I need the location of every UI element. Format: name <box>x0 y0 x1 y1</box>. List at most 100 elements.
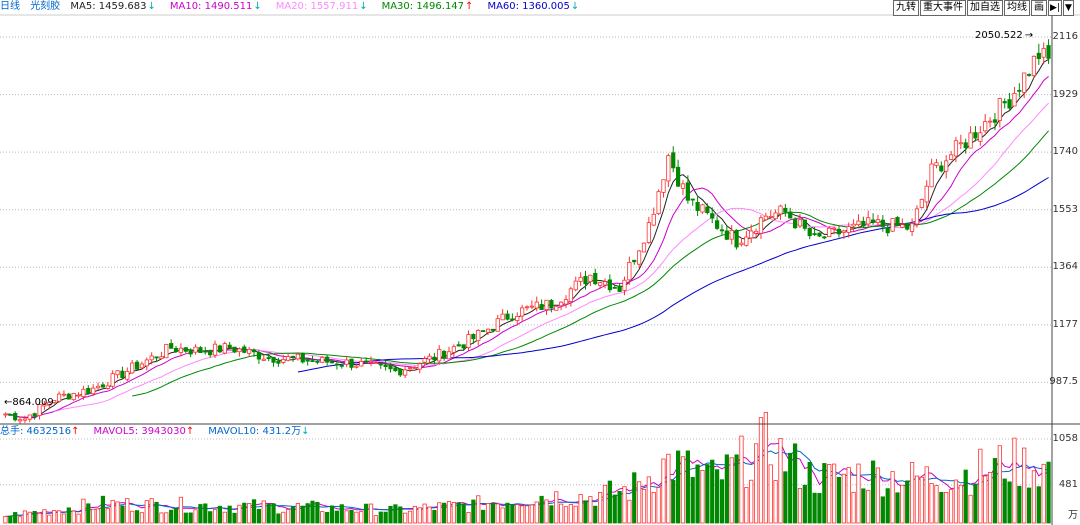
candle-body <box>325 356 330 363</box>
candle-body <box>573 280 578 291</box>
candle-body <box>310 360 315 363</box>
candle-body <box>329 361 335 364</box>
volume-bar <box>690 477 695 524</box>
candle-body <box>505 313 510 320</box>
volume-bar <box>485 503 491 524</box>
candle-body <box>105 385 110 389</box>
candle-body <box>495 318 500 332</box>
volume-bar <box>432 509 437 524</box>
candle-body <box>334 363 340 366</box>
volume-bar <box>1026 487 1032 524</box>
volume-bar <box>905 480 910 524</box>
toolbar-button-1[interactable]: 重大事件 <box>920 0 966 16</box>
volume-bar <box>856 463 861 524</box>
volume-bar <box>520 505 525 524</box>
volume-bar <box>325 512 330 524</box>
volume-bar <box>973 483 978 524</box>
volume-bar <box>403 512 408 524</box>
toolbar-button-0[interactable]: 九转 <box>893 0 919 16</box>
candle-body <box>637 250 642 265</box>
volume-bar <box>1002 478 1007 524</box>
volume-bar <box>792 443 798 524</box>
candle-body <box>627 262 632 281</box>
volume-bar <box>393 504 398 524</box>
volume-bar <box>758 417 764 524</box>
candle-body <box>719 229 725 232</box>
toolbar-button-4[interactable]: 画 <box>1031 0 1047 16</box>
volume-bar <box>208 511 213 524</box>
candle-body <box>617 285 622 292</box>
volume-bar <box>617 491 622 524</box>
candle-body <box>432 356 437 361</box>
candle-body <box>281 358 286 363</box>
candle-body <box>490 328 495 331</box>
volume-bar <box>944 491 949 524</box>
candle-body <box>695 202 700 211</box>
candle-body <box>763 215 768 221</box>
candle-body <box>1036 52 1041 60</box>
volume-bar <box>125 498 130 524</box>
candle-body <box>173 347 179 352</box>
candle-body <box>632 259 637 263</box>
volume-bar <box>836 476 842 524</box>
toolbar-button-2[interactable]: 加自选 <box>967 0 1003 16</box>
ma-legend-3: MA30: 1496.147↑ <box>381 1 474 12</box>
indicator-name: 光刻胶 <box>30 1 61 12</box>
volume-bar <box>968 494 973 524</box>
candle-body <box>76 394 81 397</box>
volume-bar <box>500 507 505 524</box>
dropdown-arrow-icon[interactable]: ▼ <box>1062 0 1074 16</box>
candle-body <box>3 413 8 416</box>
volume-bar <box>37 512 42 524</box>
volume-bar <box>890 471 895 524</box>
candle-body <box>598 282 603 286</box>
arrow-down-icon: ↓ <box>301 426 310 437</box>
volume-bar <box>846 467 851 524</box>
candle-body <box>22 418 28 421</box>
volume-bar <box>744 487 749 524</box>
volume-bar <box>354 511 359 524</box>
candle-body <box>861 220 866 227</box>
volume-bar <box>52 510 57 524</box>
candle-body <box>568 288 573 302</box>
price-legend: 日线 光刻胶 MA5: 1459.683↓ MA10: 1490.511↓ MA20… <box>0 0 600 14</box>
volume-bar <box>939 491 944 524</box>
candle-body <box>534 301 539 309</box>
volume-bar <box>983 475 988 524</box>
candle-body <box>729 230 734 240</box>
volume-bar <box>329 505 335 524</box>
volume-bar <box>593 505 598 524</box>
low-marker: ←864.009 <box>4 397 54 408</box>
ma-legend-1: MA10: 1490.511↓ <box>169 1 262 12</box>
candle-body <box>583 276 588 285</box>
candle-body <box>295 353 301 360</box>
candle-body <box>710 213 715 219</box>
volume-bar <box>442 502 447 524</box>
candle-body <box>958 142 963 145</box>
volume-bar <box>310 500 315 524</box>
volume-bar <box>909 462 915 524</box>
toolbar-button-3[interactable]: 均线 <box>1004 0 1030 16</box>
volume-bar <box>602 484 608 524</box>
volume-bar <box>159 512 164 524</box>
volume-bar <box>875 467 881 524</box>
ma60-line <box>297 177 1049 373</box>
candle-body <box>700 204 705 213</box>
volume-bar <box>539 495 544 524</box>
candle-body <box>836 228 842 235</box>
candle-body <box>203 350 208 353</box>
volume-bar <box>929 483 934 524</box>
volume-bar <box>802 484 807 524</box>
volume-bar <box>422 503 427 524</box>
candle-body <box>261 358 266 361</box>
candle-body <box>481 330 486 332</box>
skip-end-icon[interactable]: ▶| <box>1048 0 1062 16</box>
arrow-down-icon: ↓ <box>253 1 262 12</box>
volume-bar <box>251 499 257 524</box>
candle-body <box>300 352 305 363</box>
volume-bar <box>622 486 627 524</box>
volume-bar <box>178 496 184 524</box>
volume-bar <box>505 502 510 524</box>
volume-bar <box>71 510 76 524</box>
volume-bar <box>100 495 106 524</box>
